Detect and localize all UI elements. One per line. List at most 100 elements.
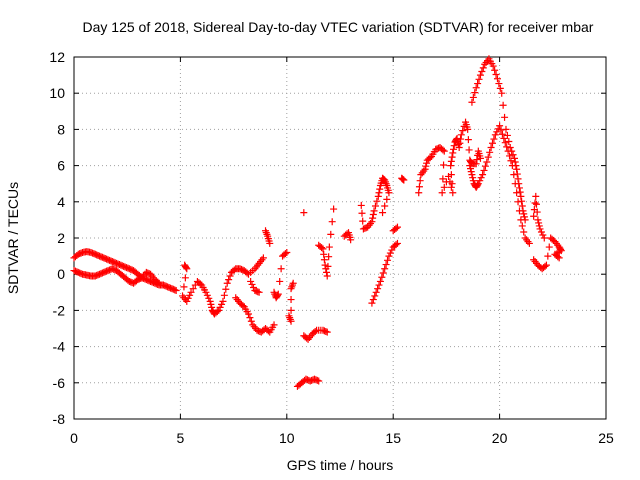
data-point <box>416 177 424 185</box>
data-point <box>300 209 308 217</box>
data-point <box>484 153 492 161</box>
data-point <box>375 189 383 197</box>
data-point <box>555 254 563 262</box>
data-point <box>449 149 457 157</box>
x-tick-label: 15 <box>385 430 401 446</box>
y-tick-label: 4 <box>57 194 65 210</box>
data-point <box>516 188 524 196</box>
data-point <box>171 286 179 294</box>
data-point <box>520 213 528 221</box>
data-point <box>505 137 513 145</box>
data-point <box>479 171 487 179</box>
data-point <box>286 315 294 323</box>
data-point <box>503 143 511 151</box>
data-point <box>368 299 376 307</box>
data-point <box>376 185 384 193</box>
data-point <box>400 176 408 184</box>
data-point <box>477 174 485 182</box>
data-point <box>208 303 216 311</box>
data-point <box>315 377 323 385</box>
data-point <box>469 174 477 182</box>
data-point <box>259 254 267 262</box>
data-point <box>507 157 515 165</box>
data-point <box>313 376 321 384</box>
data-point <box>216 303 224 311</box>
data-point <box>489 62 497 70</box>
data-point <box>495 80 503 88</box>
data-point <box>521 216 529 224</box>
data-point <box>499 101 507 109</box>
data-point <box>422 162 430 170</box>
data-point <box>457 135 465 143</box>
data-point <box>440 147 448 155</box>
data-point <box>493 75 501 83</box>
data-point <box>464 136 472 144</box>
data-point <box>323 328 331 336</box>
data-point <box>320 256 328 264</box>
data-point <box>371 292 379 300</box>
data-point <box>518 222 526 230</box>
data-point <box>453 134 461 142</box>
data-point <box>359 217 367 225</box>
data-point <box>399 175 407 183</box>
data-point <box>325 253 333 261</box>
data-point <box>244 310 252 318</box>
data-point <box>277 265 285 273</box>
y-tick-label: 10 <box>49 85 65 101</box>
data-point <box>459 127 467 135</box>
data-point <box>519 207 527 215</box>
data-points <box>70 55 565 390</box>
data-point <box>474 180 482 188</box>
data-point <box>471 89 479 97</box>
data-point <box>386 249 394 257</box>
data-point <box>448 153 456 161</box>
data-point <box>468 98 476 106</box>
data-point <box>520 210 528 218</box>
x-axis-label: GPS time / hours <box>287 457 394 473</box>
data-point <box>243 269 251 277</box>
data-point <box>506 152 514 160</box>
data-point <box>213 308 221 316</box>
data-point <box>501 113 509 121</box>
data-point <box>491 66 499 74</box>
grid <box>74 57 606 419</box>
data-point <box>518 202 526 210</box>
data-point <box>439 146 447 154</box>
data-point <box>223 279 231 287</box>
data-point <box>467 168 475 176</box>
data-point <box>503 131 511 139</box>
data-point <box>172 286 180 294</box>
data-point <box>378 273 386 281</box>
data-point <box>514 175 522 183</box>
data-point <box>515 180 523 188</box>
data-point <box>376 277 384 285</box>
x-tick-label: 10 <box>279 430 295 446</box>
data-point <box>239 302 247 310</box>
data-point <box>382 261 390 269</box>
data-point <box>513 189 521 197</box>
data-point <box>474 80 482 88</box>
chart-title: Day 125 of 2018, Sidereal Day-to-day VTE… <box>83 19 594 35</box>
data-point <box>447 183 455 191</box>
y-tick-label: -6 <box>53 375 66 391</box>
data-point <box>456 139 464 147</box>
data-point <box>372 288 380 296</box>
data-point <box>270 321 278 329</box>
data-point <box>472 84 480 92</box>
x-tick-label: 20 <box>492 430 508 446</box>
data-point <box>487 144 495 151</box>
data-point <box>515 184 523 192</box>
data-point <box>388 246 396 254</box>
data-point <box>220 291 228 299</box>
data-point <box>392 241 400 249</box>
data-point <box>181 274 189 282</box>
data-point <box>274 290 282 298</box>
data-point <box>540 234 548 242</box>
data-point <box>289 279 297 287</box>
data-point <box>476 154 484 162</box>
data-point <box>464 125 472 133</box>
data-point <box>493 128 501 136</box>
y-tick-label: 12 <box>49 49 65 65</box>
data-point <box>536 225 544 233</box>
